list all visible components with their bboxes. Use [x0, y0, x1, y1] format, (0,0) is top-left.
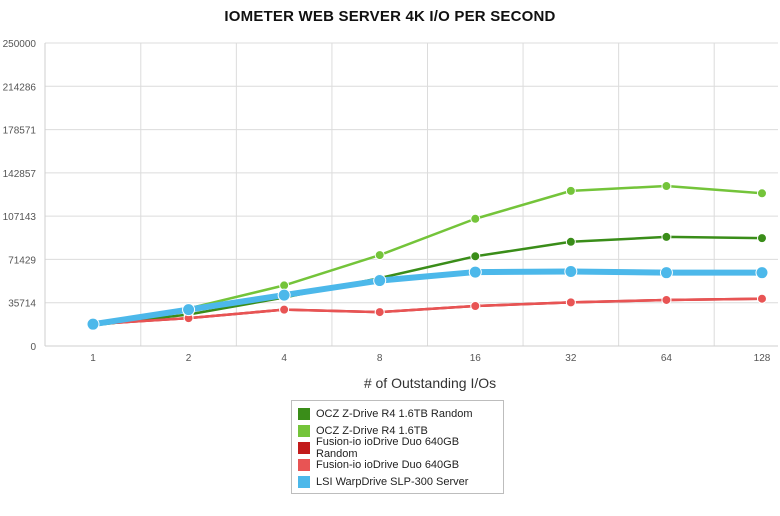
- y-tick-label: 250000: [3, 39, 37, 50]
- legend-swatch: [298, 441, 310, 454]
- data-point: [279, 280, 290, 291]
- data-point: [279, 304, 290, 315]
- y-tick-label: 0: [30, 342, 36, 353]
- data-point: [756, 293, 767, 304]
- series-line: [91, 297, 764, 326]
- line-chart: 0 35714 71429 107143 142857 178571 214286 25000…: [3, 39, 778, 391]
- x-axis-label: # of Outstanding I/Os: [364, 375, 496, 391]
- chart-title: IOMETER WEB SERVER 4K I/O PER SECOND: [224, 8, 556, 25]
- data-point: [277, 288, 291, 302]
- legend-label: Fusion-io ioDrive Duo 640GB Random: [316, 435, 460, 460]
- x-tick-label: 4: [281, 353, 287, 364]
- legend-item: Fusion-io ioDrive Duo 640GB Random: [298, 436, 497, 460]
- data-point: [468, 265, 482, 279]
- series-line: [91, 235, 764, 327]
- legend-swatch: [298, 459, 310, 472]
- data-point: [470, 213, 481, 224]
- y-tick-label: 71429: [8, 255, 36, 266]
- legend-swatch: [298, 476, 310, 489]
- legend-swatch: [298, 407, 310, 420]
- legend: OCZ Z-Drive R4 1.6TB Random OCZ Z-Drive R…: [291, 400, 504, 494]
- data-point: [661, 231, 672, 242]
- y-tick-label: 142857: [3, 169, 37, 180]
- x-tick-label: 32: [565, 353, 577, 364]
- data-point: [755, 266, 769, 280]
- y-tick-label: 178571: [3, 126, 37, 137]
- legend-swatch: [298, 424, 310, 437]
- data-point: [565, 185, 576, 196]
- x-tick-label: 8: [377, 353, 383, 364]
- data-point: [565, 297, 576, 308]
- data-point: [374, 307, 385, 318]
- y-tick-label: 107143: [3, 212, 37, 223]
- x-tick-label: 2: [186, 353, 192, 364]
- data-point: [661, 181, 672, 192]
- series-lines: [90, 184, 765, 328]
- x-tick-label: 16: [470, 353, 482, 364]
- data-point: [86, 317, 100, 331]
- x-tick-label: 1: [90, 353, 96, 364]
- legend-label: OCZ Z-Drive R4 1.6TB Random: [316, 407, 473, 420]
- data-point: [756, 188, 767, 199]
- data-point: [564, 264, 578, 278]
- data-point: [374, 250, 385, 261]
- y-tick-label: 35714: [8, 299, 36, 310]
- legend-item: LSI WarpDrive SLP-300 Server: [298, 474, 497, 491]
- x-tick-label: 64: [661, 353, 673, 364]
- legend-label: Fusion-io ioDrive Duo 640GB: [316, 459, 460, 472]
- series-line: [90, 268, 765, 328]
- legend-label: LSI WarpDrive SLP-300 Server: [316, 476, 469, 489]
- data-point: [659, 266, 673, 280]
- data-point: [470, 251, 481, 262]
- legend-item: OCZ Z-Drive R4 1.6TB Random: [298, 405, 497, 422]
- data-point: [661, 294, 672, 305]
- x-tick-label: 128: [754, 353, 771, 364]
- y-axis-ticks: 0 35714 71429 107143 142857 178571 214286 25000…: [3, 39, 37, 353]
- data-point: [182, 303, 196, 317]
- data-point: [373, 274, 387, 288]
- legend-item: OCZ Z-Drive R4 1.6TB: [298, 422, 497, 439]
- x-axis-ticks: 1 2 4 8 16 32 64 128: [90, 353, 771, 364]
- series-points: [86, 181, 769, 331]
- data-point: [756, 233, 767, 244]
- grid-lines: [44, 42, 778, 347]
- data-point: [565, 236, 576, 247]
- legend-label: OCZ Z-Drive R4 1.6TB: [316, 424, 428, 437]
- data-point: [470, 301, 481, 312]
- legend-item: Fusion-io ioDrive Duo 640GB: [298, 457, 497, 474]
- y-tick-label: 214286: [3, 82, 37, 93]
